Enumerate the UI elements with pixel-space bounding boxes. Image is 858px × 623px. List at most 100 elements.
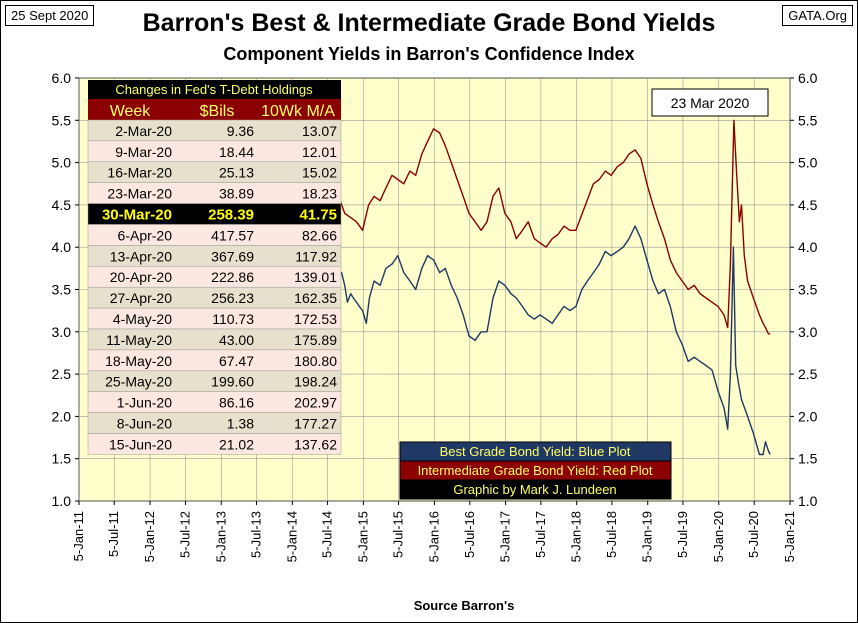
table-cell-week: 6-Apr-20 bbox=[118, 227, 173, 243]
series-line-intermediate-grade bbox=[326, 119, 771, 335]
series-layer bbox=[326, 119, 771, 456]
table-row-bg bbox=[87, 433, 342, 455]
x-tick-label: 5-Jul-17 bbox=[533, 511, 548, 558]
table-cell-week: 2-Mar-20 bbox=[115, 123, 172, 139]
table-cell-ma: 175.89 bbox=[294, 332, 337, 348]
x-tick-label: 5-Jul-12 bbox=[177, 511, 192, 558]
table-cell-ma: 12.01 bbox=[302, 144, 337, 160]
x-tick-label: 5-Jul-19 bbox=[675, 511, 690, 558]
legend-entry-credit: Graphic by Mark J. Lundeen bbox=[453, 482, 616, 497]
table-cell-week: 30-Mar-20 bbox=[102, 207, 172, 224]
y-tick-label-right: 3.0 bbox=[798, 324, 818, 340]
x-tick-label: 5-Jan-19 bbox=[640, 511, 655, 562]
table-cell-week: 16-Mar-20 bbox=[107, 165, 172, 181]
table-cell-ma: 137.62 bbox=[294, 436, 337, 452]
table-cell-ma: 117.92 bbox=[295, 248, 337, 264]
table-cell-bils: 222.86 bbox=[211, 269, 254, 285]
table-cell-ma: 13.07 bbox=[302, 123, 337, 139]
table-cell-week: 20-Apr-20 bbox=[110, 269, 172, 285]
y-tick-label-right: 6.0 bbox=[798, 70, 818, 86]
site-label: GATA.Org bbox=[782, 5, 853, 26]
table-cell-ma: 41.75 bbox=[299, 207, 337, 224]
y-tick-label-left: 5.0 bbox=[52, 155, 72, 171]
x-tick-label: 5-Jul-15 bbox=[391, 511, 406, 558]
table-cell-bils: 18.44 bbox=[219, 144, 254, 160]
table-cell-ma: 162.35 bbox=[294, 290, 337, 306]
table-cell-ma: 18.23 bbox=[302, 186, 337, 202]
table-header-bils: $Bils bbox=[200, 103, 235, 120]
table-cell-bils: 199.60 bbox=[211, 374, 254, 390]
table-header-week: Week bbox=[110, 103, 152, 120]
y-tick-label-left: 4.0 bbox=[52, 239, 72, 255]
table-cell-week: 4-May-20 bbox=[113, 311, 172, 327]
table-cell-ma: 202.97 bbox=[294, 395, 337, 411]
table-cell-week: 9-Mar-20 bbox=[115, 144, 172, 160]
x-tick-label: 5-Jan-17 bbox=[498, 511, 513, 562]
x-tick-label: 5-Jan-20 bbox=[711, 511, 726, 562]
table-cell-bils: 367.69 bbox=[211, 248, 254, 264]
table-rows: 2-Mar-20 9.36 13.07 9-Mar-20 18.44 12.01 16-Ma… bbox=[87, 119, 342, 455]
x-tick-label: 5-Jul-16 bbox=[462, 511, 477, 558]
legend-entry-intermediate: Intermediate Grade Bond Yield: Red Plot bbox=[418, 463, 653, 478]
table-cell-week: 18-May-20 bbox=[105, 353, 172, 369]
table-cell-week: 23-Mar-20 bbox=[107, 186, 172, 202]
chart-title: Barron's Best & Intermediate Grade Bond … bbox=[142, 9, 716, 37]
legend-entry-best: Best Grade Bond Yield: Blue Plot bbox=[440, 444, 631, 459]
table-cell-bils: 417.57 bbox=[211, 227, 254, 243]
x-tick-label: 5-Jan-11 bbox=[71, 511, 86, 561]
table-cell-week: 25-May-20 bbox=[105, 374, 172, 390]
table-cell-week: 13-Apr-20 bbox=[110, 248, 172, 264]
table-cell-ma: 198.24 bbox=[294, 374, 337, 390]
y-tick-label-left: 5.5 bbox=[52, 112, 72, 128]
table-cell-week: 27-Apr-20 bbox=[110, 290, 172, 306]
y-tick-label-right: 1.5 bbox=[798, 451, 818, 467]
date-label: 25 Sept 2020 bbox=[5, 5, 95, 26]
date-callout-text: 23 Mar 2020 bbox=[671, 95, 750, 111]
x-axis-source-label: Source Barron's bbox=[413, 598, 515, 613]
table-title: Changes in Fed's T-Debt Holdings bbox=[115, 82, 313, 97]
y-tick-label-left: 2.5 bbox=[52, 366, 72, 382]
table-cell-bils: 256.23 bbox=[211, 290, 254, 306]
x-tick-label: 5-Jan-14 bbox=[284, 511, 299, 562]
date-callout-box bbox=[651, 88, 769, 117]
table-cell-bils: 67.47 bbox=[219, 353, 254, 369]
x-tick-label: 5-Jan-21 bbox=[782, 511, 797, 562]
table-title-bg bbox=[88, 80, 341, 99]
legend-box-credit bbox=[399, 479, 672, 500]
table-cell-bils: 110.73 bbox=[212, 311, 254, 327]
y-tick-label-left: 3.0 bbox=[52, 324, 72, 340]
axes: 1.0 1.0 1.5 1.5 2.0 2.0 2.5 2.5 3.0 3.0 3.5 3.5 4.0 4… bbox=[52, 70, 818, 562]
table-cell-bils: 25.13 bbox=[219, 165, 254, 181]
table-cell-bils: 258.39 bbox=[208, 207, 254, 224]
x-tick-label: 5-Jul-14 bbox=[320, 511, 335, 558]
table-cell-bils: 43.00 bbox=[219, 332, 254, 348]
x-tick-label: 5-Jul-20 bbox=[746, 511, 761, 558]
table-cell-ma: 177.27 bbox=[294, 416, 337, 432]
y-tick-label-right: 3.5 bbox=[798, 282, 818, 298]
x-tick-label: 5-Jan-16 bbox=[426, 511, 441, 562]
y-tick-label-left: 6.0 bbox=[52, 70, 72, 86]
x-tick-label: 5-Jan-15 bbox=[355, 511, 370, 562]
table-cell-week: 11-May-20 bbox=[106, 332, 172, 348]
table-cell-week: 15-Jun-20 bbox=[109, 436, 172, 452]
x-tick-label: 5-Jul-11 bbox=[106, 511, 121, 557]
table-cell-ma: 82.66 bbox=[302, 227, 337, 243]
table-cell-ma: 180.80 bbox=[294, 353, 337, 369]
table-cell-week: 8-Jun-20 bbox=[117, 416, 172, 432]
table-cell-bils: 21.02 bbox=[219, 436, 254, 452]
x-tick-label: 5-Jan-13 bbox=[213, 511, 228, 562]
y-tick-label-right: 4.0 bbox=[798, 239, 818, 255]
series-line-best-grade bbox=[326, 225, 771, 456]
table-cell-bils: 9.36 bbox=[227, 123, 254, 139]
y-tick-label-left: 4.5 bbox=[52, 197, 72, 213]
chart-subtitle: Component Yields in Barron's Confidence … bbox=[223, 44, 635, 64]
y-tick-label-right: 5.0 bbox=[798, 155, 818, 171]
table-cell-ma: 15.02 bbox=[302, 165, 337, 181]
table-cell-bils: 38.89 bbox=[219, 186, 254, 202]
x-tick-label: 5-Jan-12 bbox=[142, 511, 157, 562]
y-tick-label-left: 1.0 bbox=[52, 493, 72, 509]
y-tick-label-left: 3.5 bbox=[52, 282, 72, 298]
x-tick-label: 5-Jan-18 bbox=[569, 511, 584, 562]
fed-holdings-table: Changes in Fed's T-Debt Holdings Week $B… bbox=[87, 80, 342, 455]
